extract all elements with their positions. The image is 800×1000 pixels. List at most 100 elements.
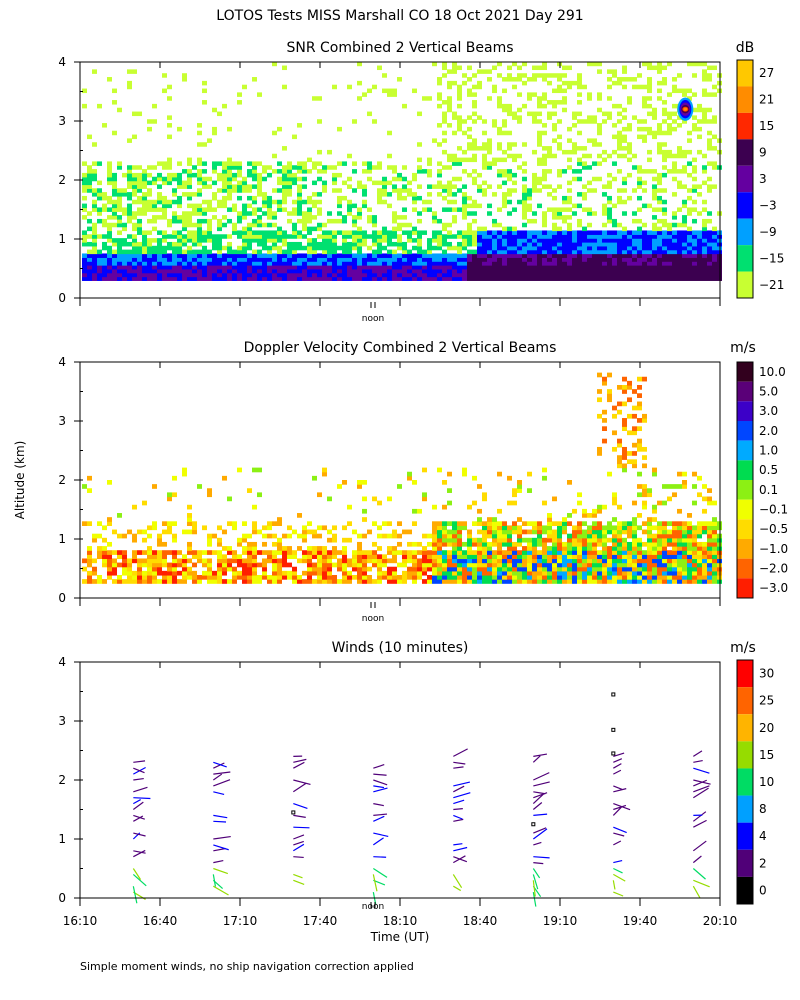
doppler-cell [417,558,422,564]
snr-cell [607,230,612,235]
snr-cell [582,272,587,278]
snr-cell [157,264,162,270]
doppler-cell [647,550,652,555]
snr-cell [82,184,87,189]
snr-cell [612,264,617,270]
snr-cell [677,245,682,251]
doppler-cell [617,541,622,547]
snr-cell [627,257,632,262]
snr-cell [627,195,632,201]
snr-cell [447,268,452,274]
y-tick-label: 3 [58,414,66,428]
snr-cell [437,172,442,178]
snr-cell [157,241,162,247]
snr-cell [277,169,282,174]
snr-cell [637,238,642,243]
doppler-cell [147,579,152,584]
doppler-cell [317,525,322,531]
snr-cell [487,245,492,251]
snr-cell [517,253,522,258]
snr-cell [587,92,592,97]
doppler-cell [367,529,372,535]
doppler-cell [607,554,612,560]
doppler-cell [687,574,692,580]
snr-cell [427,272,432,278]
snr-cell [712,276,717,281]
snr-cell [437,142,442,147]
doppler-cell [242,546,247,551]
snr-cell [322,253,327,258]
snr-cell [452,153,457,159]
snr-cell [592,264,597,270]
snr-cell [102,276,107,281]
snr-cell [152,119,157,124]
doppler-cell [662,546,667,551]
doppler-cell [652,550,657,555]
doppler-cell [617,401,622,407]
snr-cell [682,257,687,262]
snr-cell [277,253,282,258]
snr-cell [252,176,257,182]
doppler-cell [312,579,317,584]
snr-cell [502,199,507,205]
snr-cell [397,261,402,266]
doppler-cell [102,562,107,568]
doppler-cell [122,558,127,564]
snr-cell [292,253,297,258]
snr-cell [377,272,382,278]
snr-cell [107,77,112,82]
snr-cell [632,84,637,90]
doppler-cell [672,541,677,547]
snr-cell [252,261,257,266]
snr-cell [187,230,192,235]
colorbar-tick-label: −0.5 [759,522,788,536]
snr-cell [537,257,542,262]
snr-cell [327,257,332,262]
doppler-cell [447,579,452,584]
snr-cell [702,276,707,281]
snr-cell [652,115,657,120]
snr-cell [542,276,547,281]
snr-cell [702,272,707,278]
snr-cell [257,92,262,97]
snr-cell [322,180,327,186]
snr-cell [432,211,437,216]
doppler-cell [642,504,647,510]
wind-barb [293,779,311,786]
snr-cell [442,111,447,117]
doppler-cell [512,579,517,584]
snr-cell [657,234,662,239]
doppler-cell [637,385,642,390]
snr-cell [557,184,562,189]
doppler-cell [222,579,227,584]
snr-cell [282,238,287,243]
snr-cell [367,264,372,270]
snr-cell [172,230,177,235]
doppler-cell [387,570,392,576]
doppler-cell [382,533,387,539]
snr-cell [472,268,477,274]
snr-cell [647,157,652,163]
doppler-cell [482,566,487,572]
snr-cell [202,261,207,266]
snr-cell [177,199,182,205]
snr-cell [677,276,682,281]
doppler-cell [307,574,312,580]
snr-cell [307,257,312,262]
snr-cell [412,195,417,201]
snr-cell [412,245,417,251]
doppler-cell [117,513,122,518]
snr-cell [547,184,552,189]
snr-cell [632,257,637,262]
wind-barb [453,843,463,846]
wind-barb [373,787,388,793]
snr-cell [382,176,387,182]
doppler-cell [702,558,707,564]
snr-cell [522,264,527,270]
doppler-cell [292,566,297,572]
snr-cell [427,192,432,197]
snr-cell [597,264,602,270]
snr-cell [107,245,112,251]
snr-cell [537,100,542,105]
wind-barb [133,814,145,820]
